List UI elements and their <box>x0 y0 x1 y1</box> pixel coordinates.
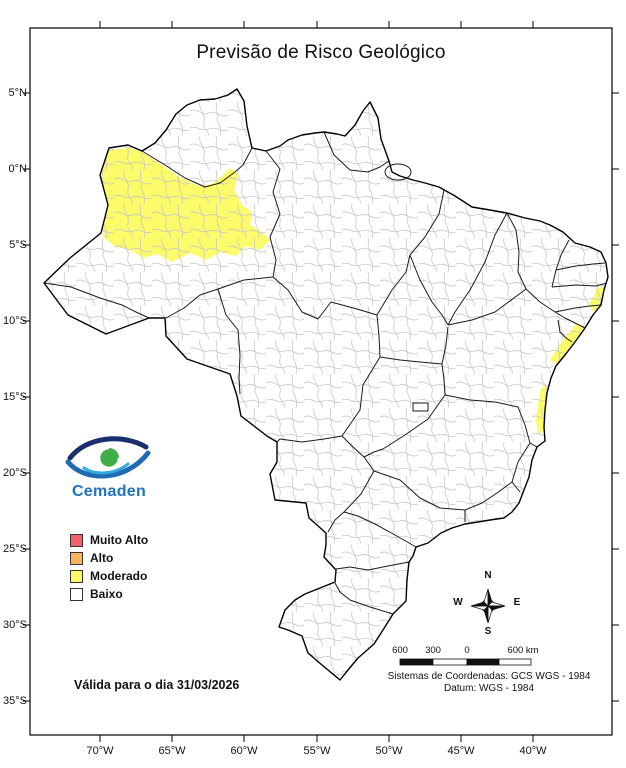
compass-north-label: N <box>484 570 492 581</box>
legend-label-muito-alto: Muito Alto <box>90 533 149 547</box>
legend-swatch-alto <box>70 551 83 565</box>
distrito-federal-boundary <box>412 402 429 412</box>
scale-label-600-km: 600 km <box>507 645 539 656</box>
lat-label-25s: 25°S <box>3 543 27 555</box>
legend-swatch-baixo <box>70 587 83 601</box>
lat-label-15s: 15°S <box>3 391 27 403</box>
datum-text: Datum: WGS - 1984 <box>443 683 535 694</box>
lat-label-0n: 0°N <box>8 163 27 175</box>
state-boundaries <box>44 131 608 615</box>
municipality-boundaries <box>44 89 608 680</box>
legend-item-alto: Alto <box>70 549 148 567</box>
lon-label-45w: 45°W <box>447 745 475 757</box>
lat-label-30s: 30°S <box>3 619 27 631</box>
lon-label-55w: 55°W <box>303 745 331 757</box>
compass-south-label: S <box>484 626 492 637</box>
lat-label-5s: 5°S <box>9 239 27 251</box>
lat-label-20s: 20°S <box>3 467 27 479</box>
lat-label-10s: 10°S <box>3 315 27 327</box>
legend-label-moderado: Moderado <box>90 569 148 583</box>
coordinate-system-text: Sistemas de Coordenadas: GCS WGS - 1984 <box>387 671 591 682</box>
map-frame-border <box>29 27 613 736</box>
scale-label-0: 0 <box>464 645 470 656</box>
scale-bar <box>399 658 532 666</box>
scale-label-600-left: 600 <box>392 645 408 656</box>
marajo-island <box>384 163 412 181</box>
legend-item-moderado: Moderado <box>70 567 148 585</box>
legend-item-muito-alto: Muito Alto <box>70 531 148 549</box>
legend-swatch-moderado <box>70 569 83 583</box>
page-title: Previsão de Risco Geológico <box>196 42 446 63</box>
risk-legend: Muito Alto Alto Moderado Baixo <box>70 531 148 603</box>
compass-east-label: E <box>513 597 521 608</box>
lon-label-60w: 60°W <box>230 745 258 757</box>
latitude-ticks <box>23 92 619 702</box>
longitude-ticks <box>99 21 534 742</box>
compass-west-label: W <box>453 597 463 608</box>
scale-label-300: 300 <box>425 645 441 656</box>
compass-rose-icon <box>470 588 506 624</box>
lon-label-40w: 40°W <box>519 745 547 757</box>
validity-date: Válida para o dia 31/03/2026 <box>74 678 240 692</box>
cemaden-logo-icon <box>65 436 151 479</box>
legend-swatch-muito-alto <box>70 533 83 547</box>
legend-label-baixo: Baixo <box>90 587 123 601</box>
cemaden-logo-text: Cemaden <box>71 483 147 500</box>
lat-label-35s: 35°S <box>3 695 27 707</box>
lon-label-70w: 70°W <box>86 745 114 757</box>
legend-item-baixo: Baixo <box>70 585 148 603</box>
legend-label-alto: Alto <box>90 551 114 565</box>
lat-label-5n: 5°N <box>8 87 27 99</box>
lon-label-50w: 50°W <box>375 745 403 757</box>
lon-label-65w: 65°W <box>158 745 186 757</box>
brazil-outline <box>43 88 609 681</box>
